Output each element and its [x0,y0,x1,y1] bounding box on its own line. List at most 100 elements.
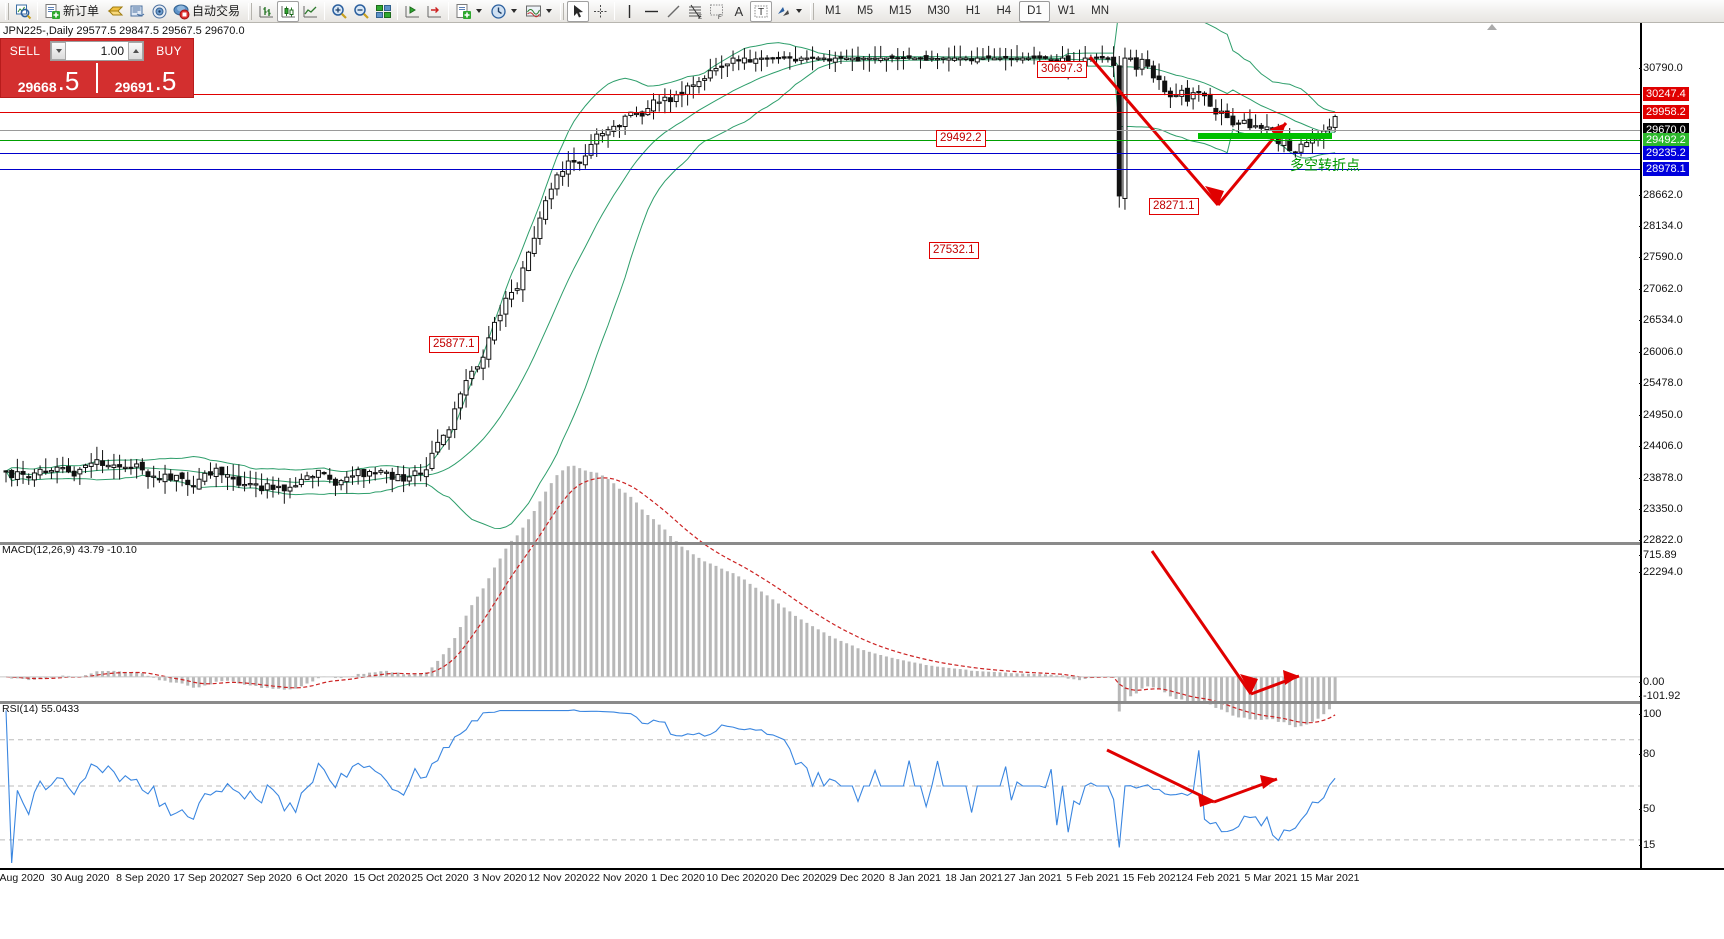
toolbar-grip-3[interactable] [560,2,565,20]
timeframe-h4[interactable]: H4 [996,5,1012,17]
chart-shift-marker-icon[interactable] [1487,24,1497,30]
pane-separator-rsi[interactable] [0,701,1640,704]
price-tick-2: 28134.0 [1639,220,1683,232]
trade-controls-row: SELL 1.00 BUY [1,39,193,63]
volume-value[interactable]: 1.00 [100,44,124,58]
date-axis-labels: Aug 2020 30 Aug 2020 8 Sep 2020 17 Sep 2020… [0,872,1724,888]
date-label-20: 24 Feb 2021 [1181,872,1241,884]
text-icon[interactable]: A [728,1,750,22]
toolbar-grip-4[interactable] [810,2,815,20]
chevron-down-icon-3[interactable] [546,9,553,13]
templates-icon[interactable] [452,1,487,22]
chart-graphics [0,23,1640,864]
autotrading-button[interactable]: 自动交易 [170,1,245,22]
trendline-icon[interactable] [662,1,684,22]
date-label-2: 8 Sep 2020 [116,872,170,884]
buy-price[interactable]: 29691 .5 [100,63,191,95]
volume-decrement-button[interactable] [51,42,66,60]
toolbar-grip[interactable] [5,2,9,20]
timeframe-m5[interactable]: M5 [857,5,873,17]
sell-button[interactable]: SELL [9,44,41,58]
annotation-30697[interactable]: 30697.3 [1037,61,1087,78]
navigator-icon[interactable] [148,1,170,22]
price-label-29958: 29958.2 [1643,105,1689,119]
chevron-down-icon[interactable] [476,9,483,13]
sell-price-frac: .5 [57,66,80,97]
price-tick-9: 24406.0 [1639,440,1683,452]
macd-pane-label: MACD(12,26,9) 43.79 -10.10 [2,544,137,556]
cursor-icon[interactable] [567,0,590,22]
trade-panel-divider [96,63,98,93]
timeframe-m30[interactable]: M30 [927,5,950,17]
data-window-icon[interactable] [126,1,148,22]
symbol-header: JPN225-,Daily 29577.5 29847.5 29567.5 29… [3,25,245,37]
rsi-line [5,709,1336,864]
toolbar-separator-2 [324,2,326,20]
price-line-29958[interactable] [0,112,1640,113]
price-tick-0: 30790.0 [1639,62,1683,74]
auto-scroll-icon[interactable] [423,1,445,22]
macd-tick-1: 0.00 [1638,676,1665,688]
timeframe-h1[interactable]: H1 [965,5,981,17]
buy-button[interactable]: BUY [156,44,182,58]
timeframe-m15[interactable]: M15 [889,5,912,17]
price-line-30247[interactable] [0,94,1640,95]
annotation-25877[interactable]: 25877.1 [429,336,479,353]
expert-advisor-icon[interactable] [104,1,126,22]
chart-properties-icon[interactable] [522,1,557,22]
rsi-tick-2: 50 [1638,803,1656,815]
chinese-annotation-note[interactable]: 多空转折点 [1290,157,1360,173]
pane-separator-macd[interactable] [0,542,1640,545]
view-search-icon[interactable] [12,1,34,22]
date-label-17: 27 Jan 2021 [1004,872,1062,884]
toolbar-grip-2[interactable] [248,2,253,20]
price-line-29670[interactable] [0,130,1640,131]
support-zone-marker [1198,133,1332,139]
timeframe-m1[interactable]: M1 [825,5,842,17]
zoom-out-icon[interactable] [350,1,372,22]
indicators-icon[interactable] [372,1,394,22]
date-label-3: 17 Sep 2020 [173,872,233,884]
date-axis-line [0,868,1724,870]
chart-canvas[interactable]: JPN225-,Daily 29577.5 29847.5 29567.5 29… [0,23,1724,939]
line-chart-icon[interactable] [299,1,321,22]
annotation-27532[interactable]: 27532.1 [929,242,979,259]
toolbar-separator [37,2,38,20]
toolbar-separator-5 [614,2,616,20]
candlestick-chart-icon[interactable] [277,0,300,22]
annotation-29492[interactable]: 29492.2 [936,130,986,147]
price-label-30247: 30247.4 [1643,87,1689,101]
text-label-icon[interactable]: F [706,1,728,22]
date-label-5: 6 Oct 2020 [296,872,348,884]
fibonacci-icon[interactable]: E [684,1,706,22]
chevron-down-icon-2[interactable] [511,9,518,13]
timeframe-w1[interactable]: W1 [1057,5,1076,17]
date-label-8: 3 Nov 2020 [473,872,527,884]
chart-shift-icon[interactable] [401,1,423,22]
sell-price-int: 29668 [17,79,57,95]
volume-input[interactable]: 1.00 [50,41,144,61]
date-label-4: 27 Sep 2020 [232,872,292,884]
timeframe-mn[interactable]: MN [1091,5,1109,17]
annotation-28271[interactable]: 28271.1 [1149,198,1199,215]
period-icon[interactable] [487,1,522,22]
arrows-icon[interactable] [772,1,807,22]
timeframe-d1[interactable]: D1 [1019,0,1050,22]
rsi-tick-3: 15 [1638,839,1656,851]
date-label-18: 5 Feb 2021 [1066,872,1120,884]
new-order-button[interactable]: 新订单 [41,1,104,22]
price-line-29235[interactable] [0,153,1640,154]
chevron-down-icon-4[interactable] [796,9,803,13]
one-click-trading-panel[interactable]: SELL 1.00 BUY 29668 .5 29691 .5 [0,38,194,98]
zoom-in-icon[interactable] [328,1,350,22]
vertical-line-icon[interactable] [618,1,640,22]
price-label-28978: 28978.1 [1643,162,1689,176]
horizontal-line-icon[interactable] [640,1,662,22]
bar-chart-icon[interactable] [255,1,277,22]
price-line-28978[interactable] [0,169,1640,170]
text-box-icon[interactable]: T [750,0,773,22]
crosshair-icon[interactable] [589,1,611,22]
volume-increment-button[interactable] [128,42,143,60]
price-line-29492[interactable] [0,140,1640,141]
sell-price[interactable]: 29668 .5 [3,63,94,95]
